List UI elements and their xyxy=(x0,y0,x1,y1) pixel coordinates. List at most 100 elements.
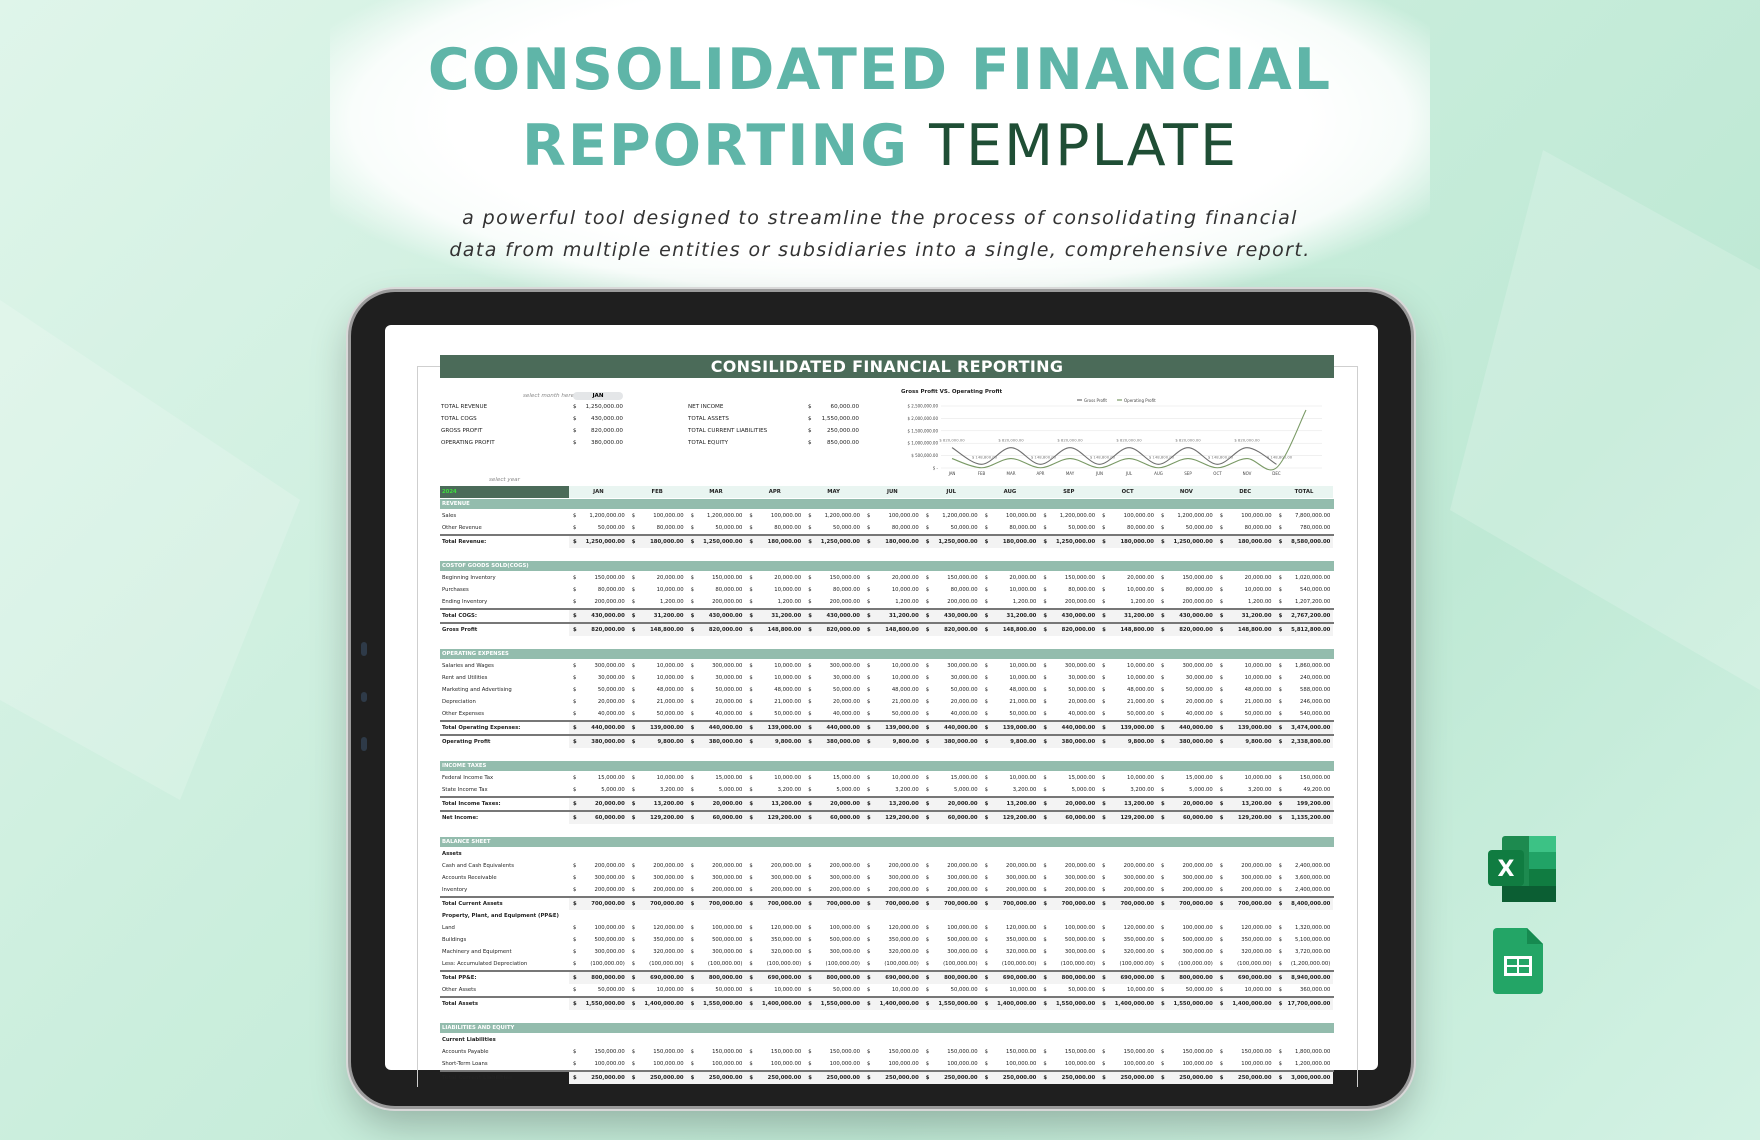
value-cell[interactable]: $10,000.00 xyxy=(628,672,687,684)
value-cell[interactable]: $800,000.00 xyxy=(686,972,746,984)
value-cell[interactable]: $139,000.00 xyxy=(1215,722,1275,734)
value-cell[interactable]: $180,000.00 xyxy=(1098,536,1157,548)
value-cell[interactable]: $3,200.00 xyxy=(1216,784,1275,796)
value-cell[interactable]: $31,200.00 xyxy=(980,610,1040,622)
value-cell[interactable]: $50,000.00 xyxy=(1157,522,1216,534)
value-cell[interactable]: $30,000.00 xyxy=(687,672,746,684)
value-cell[interactable]: $300,000.00 xyxy=(1157,946,1216,958)
value-cell[interactable]: $150,000.00 xyxy=(569,572,628,584)
value-cell[interactable]: $250,000.00 xyxy=(1215,1072,1275,1084)
value-cell[interactable]: $150,000.00 xyxy=(1157,1046,1216,1058)
value-cell[interactable]: $20,000.00 xyxy=(981,572,1040,584)
value-cell[interactable]: $50,000.00 xyxy=(922,984,981,996)
value-cell[interactable]: $300,000.00 xyxy=(804,660,863,672)
month-selector[interactable]: JAN xyxy=(573,392,623,400)
value-cell[interactable]: $ (100,000.00) xyxy=(1039,958,1098,970)
value-cell[interactable]: $300,000.00 xyxy=(1157,660,1216,672)
value-cell[interactable]: $1,200.00 xyxy=(1216,596,1275,608)
value-cell[interactable]: $200,000.00 xyxy=(569,860,628,872)
value-cell[interactable]: $430,000.00 xyxy=(1156,610,1216,622)
value-cell[interactable]: $1,200.00 xyxy=(863,596,922,608)
value-cell[interactable]: $700,000.00 xyxy=(980,898,1040,910)
value-cell[interactable]: $60,000.00 xyxy=(804,812,863,824)
value-cell[interactable]: $1,550,000.00 xyxy=(1156,998,1216,1010)
value-cell[interactable]: $300,000.00 xyxy=(1216,872,1275,884)
value-cell[interactable]: $200,000.00 xyxy=(1157,860,1216,872)
value-cell[interactable]: $250,000.00 xyxy=(1039,1072,1099,1084)
value-cell[interactable]: $ (100,000.00) xyxy=(1157,958,1216,970)
value-cell[interactable]: $1,200.00 xyxy=(981,596,1040,608)
value-cell[interactable]: $250,000.00 xyxy=(804,1072,863,1084)
value-cell[interactable]: $1,250,000.00 xyxy=(1156,536,1216,548)
value-cell[interactable]: $500,000.00 xyxy=(804,934,863,946)
value-cell[interactable]: $430,000.00 xyxy=(686,610,746,622)
value-cell[interactable]: $500,000.00 xyxy=(569,934,628,946)
value-cell[interactable]: $3,200.00 xyxy=(981,784,1040,796)
google-sheets-icon[interactable] xyxy=(1493,928,1543,994)
value-cell[interactable]: $380,000.00 xyxy=(921,736,981,748)
value-cell[interactable]: $440,000.00 xyxy=(1039,722,1099,734)
value-cell[interactable]: $250,000.00 xyxy=(862,1072,922,1084)
value-cell[interactable]: $30,000.00 xyxy=(804,672,863,684)
value-cell[interactable]: $1,020,000.00 xyxy=(1275,572,1334,584)
value-cell[interactable]: $5,000.00 xyxy=(922,784,981,796)
value-cell[interactable]: $500,000.00 xyxy=(1039,934,1098,946)
value-cell[interactable]: $800,000.00 xyxy=(1039,972,1099,984)
value-cell[interactable]: $780,000.00 xyxy=(1275,522,1334,534)
value-cell[interactable]: $800,000.00 xyxy=(804,972,863,984)
value-cell[interactable]: $100,000.00 xyxy=(1039,1058,1098,1070)
value-cell[interactable]: $540,000.00 xyxy=(1275,708,1334,720)
value-cell[interactable]: $13,200.00 xyxy=(1098,798,1157,810)
value-cell[interactable]: $50,000.00 xyxy=(981,708,1040,720)
value-cell[interactable]: $20,000.00 xyxy=(1039,798,1099,810)
value-cell[interactable]: $20,000.00 xyxy=(921,798,981,810)
value-cell[interactable]: $148,800.00 xyxy=(980,624,1040,636)
value-cell[interactable]: $1,550,000.00 xyxy=(921,998,981,1010)
value-cell[interactable]: $180,000.00 xyxy=(1215,536,1275,548)
value-cell[interactable]: $100,000.00 xyxy=(1039,922,1098,934)
value-cell[interactable]: $150,000.00 xyxy=(1275,772,1334,784)
value-cell[interactable]: $80,000.00 xyxy=(569,584,628,596)
value-cell[interactable]: $150,000.00 xyxy=(1039,1046,1098,1058)
value-cell[interactable]: $100,000.00 xyxy=(1157,922,1216,934)
value-cell[interactable]: $100,000.00 xyxy=(745,510,804,522)
value-cell[interactable]: $50,000.00 xyxy=(1157,684,1216,696)
value-cell[interactable]: $40,000.00 xyxy=(922,708,981,720)
value-cell[interactable]: $100,000.00 xyxy=(628,1058,687,1070)
value-cell[interactable]: $10,000.00 xyxy=(628,772,687,784)
value-cell[interactable]: $1,135,200.00 xyxy=(1274,812,1334,824)
value-cell[interactable]: $20,000.00 xyxy=(569,696,628,708)
value-cell[interactable]: $100,000.00 xyxy=(922,922,981,934)
value-cell[interactable]: $9,800.00 xyxy=(745,736,805,748)
value-cell[interactable]: $200,000.00 xyxy=(1216,884,1275,896)
value-cell[interactable]: $10,000.00 xyxy=(1098,584,1157,596)
value-cell[interactable]: $300,000.00 xyxy=(745,872,804,884)
value-cell[interactable]: $80,000.00 xyxy=(804,584,863,596)
value-cell[interactable]: $800,000.00 xyxy=(921,972,981,984)
value-cell[interactable]: $300,000.00 xyxy=(1039,946,1098,958)
value-cell[interactable]: $1,200,000.00 xyxy=(922,510,981,522)
value-cell[interactable]: $1,200.00 xyxy=(628,596,687,608)
value-cell[interactable]: $200,000.00 xyxy=(863,860,922,872)
value-cell[interactable]: $540,000.00 xyxy=(1275,584,1334,596)
value-cell[interactable]: $100,000.00 xyxy=(628,510,687,522)
value-cell[interactable]: $100,000.00 xyxy=(745,1058,804,1070)
value-cell[interactable]: $3,200.00 xyxy=(1098,784,1157,796)
value-cell[interactable]: $100,000.00 xyxy=(1216,1058,1275,1070)
value-cell[interactable]: $139,000.00 xyxy=(745,722,805,734)
value-cell[interactable]: $50,000.00 xyxy=(569,684,628,696)
value-cell[interactable]: $80,000.00 xyxy=(1157,584,1216,596)
value-cell[interactable]: $10,000.00 xyxy=(981,984,1040,996)
value-cell[interactable]: $150,000.00 xyxy=(804,572,863,584)
value-cell[interactable]: $21,000.00 xyxy=(1216,696,1275,708)
value-cell[interactable]: $15,000.00 xyxy=(1039,772,1098,784)
value-cell[interactable]: $380,000.00 xyxy=(1039,736,1099,748)
value-cell[interactable]: $200,000.00 xyxy=(1039,860,1098,872)
value-cell[interactable]: $100,000.00 xyxy=(863,510,922,522)
value-cell[interactable]: $200,000.00 xyxy=(569,884,628,896)
value-cell[interactable]: $20,000.00 xyxy=(745,572,804,584)
value-cell[interactable]: $30,000.00 xyxy=(1157,672,1216,684)
value-cell[interactable]: $380,000.00 xyxy=(804,736,863,748)
value-cell[interactable]: $48,000.00 xyxy=(628,684,687,696)
value-cell[interactable]: $820,000.00 xyxy=(1039,624,1099,636)
